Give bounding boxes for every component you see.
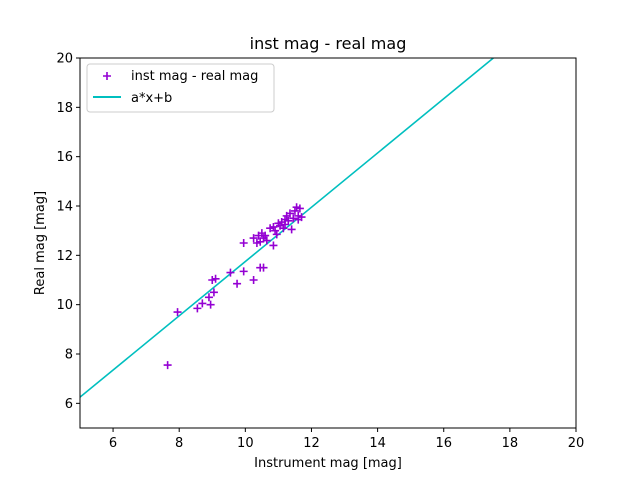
chart-title: inst mag - real mag — [250, 34, 407, 53]
legend-label-scatter: inst mag - real mag — [131, 69, 258, 84]
y-tick-label: 10 — [56, 298, 73, 313]
data-point — [173, 308, 182, 317]
plot-area — [80, 58, 494, 398]
legend: inst mag - real mag a*x+b — [86, 63, 275, 113]
data-point — [269, 241, 278, 250]
x-tick-label: 6 — [109, 436, 117, 451]
data-point — [269, 222, 278, 231]
data-point — [211, 274, 220, 283]
data-point — [226, 268, 235, 277]
y-tick-label: 12 — [56, 249, 73, 264]
x-tick-label: 14 — [369, 436, 386, 451]
data-point — [284, 216, 293, 225]
x-tick-label: 8 — [175, 436, 183, 451]
plot-frame — [79, 57, 577, 429]
data-point — [209, 288, 218, 297]
y-tick-label: 20 — [56, 52, 73, 67]
data-point — [262, 236, 271, 245]
y-axis-label: Real mag [mag] — [33, 191, 48, 295]
data-point — [239, 267, 248, 276]
data-point — [290, 206, 299, 215]
data-point — [261, 231, 270, 240]
legend-plus-marker — [103, 72, 111, 80]
data-point — [285, 209, 294, 218]
data-point — [295, 204, 304, 213]
data-point — [204, 293, 213, 302]
scatter-points-layer — [163, 203, 306, 370]
data-point — [287, 225, 296, 234]
y-tick-label: 18 — [56, 101, 73, 116]
x-tick-label: 10 — [237, 436, 254, 451]
x-axis: 6 8 10 12 14 16 18 20 — [109, 428, 584, 451]
x-axis-label: Instrument mag [mag] — [254, 456, 402, 471]
data-point — [163, 361, 172, 370]
data-point — [279, 224, 288, 233]
y-tick-label: 14 — [56, 200, 73, 215]
x-tick-label: 20 — [568, 436, 585, 451]
x-tick-label: 12 — [303, 436, 320, 451]
legend-box — [86, 63, 275, 113]
x-tick-label: 16 — [435, 436, 452, 451]
data-point — [272, 230, 281, 239]
data-point — [198, 299, 207, 308]
data-point — [249, 276, 258, 284]
data-point — [206, 300, 215, 309]
y-tick-label: 8 — [65, 348, 73, 363]
data-point — [233, 279, 242, 288]
data-point — [271, 226, 280, 235]
x-tick-label: 18 — [502, 436, 519, 451]
y-tick-label: 16 — [56, 150, 73, 165]
legend-scatter-marker — [103, 72, 111, 80]
data-point — [193, 304, 202, 313]
data-point — [239, 239, 248, 247]
legend-label-fit: a*x+b — [131, 91, 172, 106]
data-point — [289, 214, 298, 223]
y-axis: 6 8 10 12 14 16 18 20 — [56, 52, 80, 412]
y-tick-label: 6 — [65, 397, 73, 412]
data-point — [259, 263, 268, 272]
data-point — [249, 234, 258, 243]
data-point — [297, 213, 306, 222]
